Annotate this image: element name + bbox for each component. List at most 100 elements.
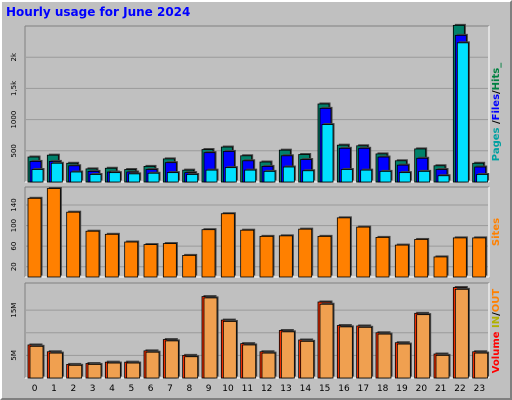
legend-entry: Hits_ <box>491 63 502 91</box>
bar-sites <box>394 244 409 278</box>
bar-sites <box>452 237 467 278</box>
bar-sites <box>298 228 313 278</box>
legend-entry: / <box>491 90 502 94</box>
bar-volume-out <box>164 340 179 379</box>
x-tick-label: 3 <box>90 384 96 394</box>
y-tick-label: 20 <box>10 262 18 271</box>
bar-sites <box>201 229 216 278</box>
bar-pages <box>50 162 63 183</box>
x-tick-label: 21 <box>435 384 446 394</box>
bar-pages <box>340 169 353 183</box>
bar-pages <box>31 169 44 183</box>
legend-entry: IN <box>491 316 502 328</box>
bar-volume-out <box>48 352 63 379</box>
x-tick-label: 23 <box>474 384 485 394</box>
chart-title: Hourly usage for June 2024 <box>6 5 191 19</box>
bar-pages <box>186 174 199 183</box>
y-tick-label: 140 <box>10 198 18 211</box>
legend-entry: Files <box>491 94 502 120</box>
x-tick-label: 19 <box>396 384 408 394</box>
bar-pages <box>321 124 334 183</box>
x-tick-label: 0 <box>32 384 38 394</box>
bar-volume-out <box>145 351 160 379</box>
bar-sites <box>472 237 487 278</box>
bar-pages <box>128 173 141 183</box>
bar-volume-out <box>454 288 469 379</box>
x-tick-label: 17 <box>358 384 369 394</box>
x-tick-label: 18 <box>377 384 389 394</box>
bar-volume-out <box>68 364 83 379</box>
bar-sites <box>220 213 235 278</box>
legend-entry: / <box>491 120 502 127</box>
bar-pages <box>476 174 489 183</box>
bar-volume-out <box>261 352 276 379</box>
bar-sites <box>433 256 448 278</box>
legend-entry: OUT <box>491 289 502 313</box>
bar-pages <box>418 170 431 183</box>
bar-volume-out <box>126 362 141 379</box>
bar-volume-out <box>300 340 315 379</box>
x-tick-label: 22 <box>454 384 465 394</box>
bar-volume-out <box>396 343 411 379</box>
legend-sites: Sites <box>491 218 502 246</box>
bar-sites <box>414 239 429 278</box>
bar-pages <box>205 169 218 183</box>
bar-sites <box>375 236 390 278</box>
bar-pages <box>166 172 179 183</box>
legend-entry: Pages <box>491 127 502 161</box>
bar-pages <box>263 170 276 183</box>
plot-area-1 <box>25 26 489 182</box>
x-tick-label: 2 <box>70 384 76 394</box>
bar-sites <box>124 241 139 278</box>
legend-pages-files-hits: Pages /Files/Hits_ <box>491 63 502 161</box>
bar-sites <box>46 188 61 278</box>
x-tick-label: 8 <box>186 384 192 394</box>
bar-sites <box>143 244 158 278</box>
bar-pages <box>360 169 373 183</box>
x-tick-label: 14 <box>300 384 312 394</box>
plot-area-2 <box>25 187 489 277</box>
legend-entry: / <box>491 312 502 316</box>
x-tick-label: 5 <box>128 384 134 394</box>
legend-entry: Sites <box>491 218 502 246</box>
legend-entry: Volume <box>491 331 502 373</box>
y-tick-label: 5M <box>10 350 18 361</box>
y-tick-label: 500 <box>10 144 18 157</box>
bar-volume-out <box>184 356 199 379</box>
x-tick-label: 1 <box>51 384 57 394</box>
bar-volume-out <box>319 303 334 379</box>
bar-volume-out <box>280 331 295 379</box>
x-tick-label: 4 <box>109 384 115 394</box>
x-tick-label: 13 <box>280 384 291 394</box>
x-tick-label: 11 <box>242 384 253 394</box>
bar-volume-out <box>474 352 489 379</box>
bar-sites <box>104 233 119 278</box>
x-tick-label: 9 <box>206 384 212 394</box>
bar-sites <box>27 197 42 278</box>
bar-volume-out <box>242 344 257 379</box>
x-tick-label: 7 <box>167 384 173 394</box>
bar-pages <box>437 175 450 183</box>
bar-volume-out <box>29 345 44 379</box>
bar-volume-out <box>338 326 353 379</box>
bar-volume-out <box>377 333 392 379</box>
x-tick-label: 6 <box>148 384 154 394</box>
bar-pages <box>89 174 102 183</box>
bar-volume-out <box>222 321 237 379</box>
bar-volume-out <box>358 326 373 379</box>
y-tick-label: 15M <box>10 303 18 318</box>
bar-sites <box>259 235 274 278</box>
bar-pages <box>379 170 392 183</box>
bar-pages <box>456 42 469 183</box>
bar-sites <box>85 230 100 278</box>
y-tick-label: 60 <box>10 242 18 251</box>
x-tick-label: 20 <box>416 384 428 394</box>
bar-volume-out <box>87 364 102 379</box>
bar-sites <box>356 226 371 278</box>
x-tick-label: 15 <box>319 384 330 394</box>
x-tick-label: 10 <box>222 384 234 394</box>
y-tick-label: 100 <box>10 219 18 232</box>
bar-pages <box>302 170 315 183</box>
bar-sites <box>278 235 293 278</box>
x-tick-label: 12 <box>261 384 272 394</box>
